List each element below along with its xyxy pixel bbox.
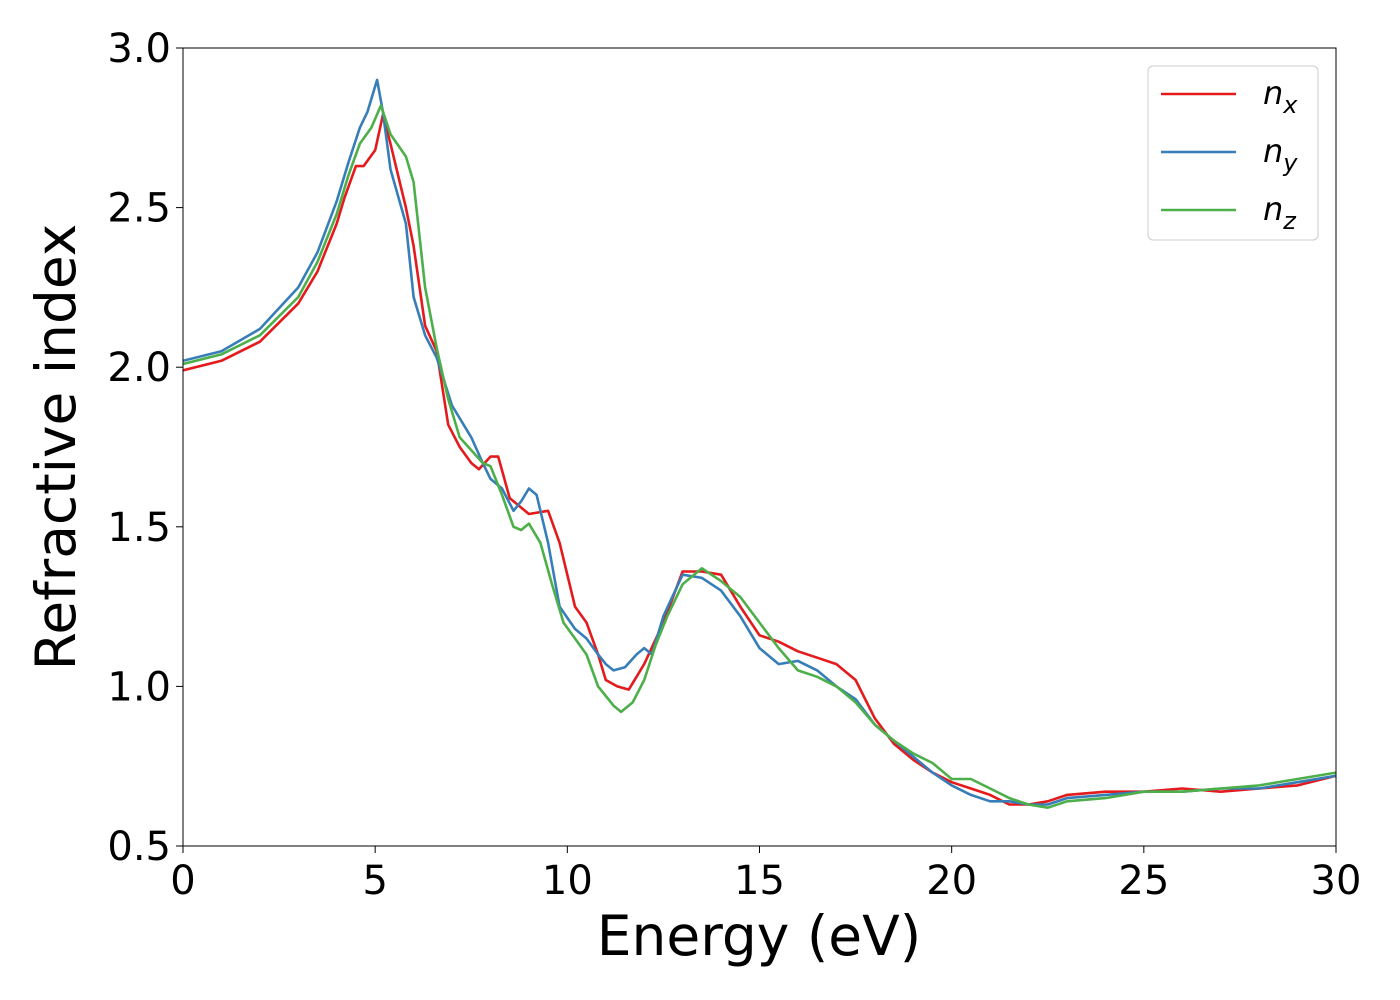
legend-label-subscript: x [1282,91,1298,119]
series-line-ny [183,78,1336,806]
legend-label-base: n [1263,74,1283,112]
legend-label-subscript: z [1282,207,1297,235]
y-tick-label: 2.0 [107,345,171,391]
y-tick-label: 3.0 [107,26,171,72]
x-tick-label: 15 [734,858,785,904]
y-tick-label: 2.5 [107,186,171,232]
x-axis: 0 5 10 15 20 25 30 [170,846,1361,904]
x-tick-label: 25 [1118,858,1169,904]
legend-label-nz: nz [1263,190,1297,235]
x-axis-title: Energy (eV) [597,904,921,968]
legend-label-nx: nx [1263,74,1298,119]
legend-label-base: n [1263,132,1283,170]
x-tick-label: 20 [926,858,977,904]
series-line-nz [183,104,1336,810]
legend-label-subscript: y [1282,149,1298,177]
legend-label-base: n [1263,190,1283,228]
y-axis: 0.5 1.0 1.5 2.0 2.5 3.0 [107,26,183,870]
y-tick-label: 0.5 [107,824,171,870]
x-tick-label: 30 [1311,858,1362,904]
x-tick-label: 0 [170,858,195,904]
x-tick-label: 10 [542,858,593,904]
y-axis-title: Refractive index [24,224,88,671]
legend-label-ny: ny [1263,132,1298,177]
y-tick-label: 1.0 [107,664,171,710]
y-tick-label: 1.5 [107,505,171,551]
series-layer [183,78,1336,810]
x-tick-label: 5 [362,858,387,904]
